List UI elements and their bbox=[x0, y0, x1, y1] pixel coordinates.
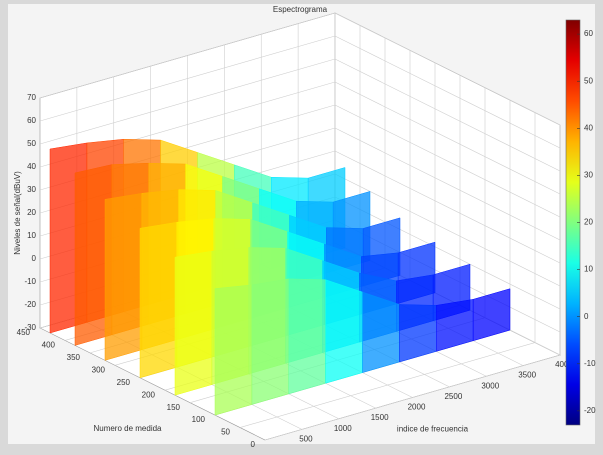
x-axis-label: indice de frecuencia bbox=[397, 425, 469, 434]
y-tick-label: 200 bbox=[142, 390, 156, 399]
surface-patch bbox=[174, 250, 213, 396]
grid-line bbox=[334, 35, 561, 149]
y-tick-label: 150 bbox=[167, 403, 181, 412]
colorbar-tick-label: 40 bbox=[584, 123, 593, 132]
z-tick-label: 20 bbox=[27, 208, 36, 217]
x-tick-label: 1500 bbox=[371, 413, 389, 422]
z-tick-label: -30 bbox=[24, 323, 36, 332]
y-tick-label: 350 bbox=[67, 353, 81, 362]
z-tick-label: 10 bbox=[27, 231, 36, 240]
colorbar-tick-label: 60 bbox=[584, 29, 593, 38]
y-axis-label: Numero de medida bbox=[93, 424, 162, 433]
grid-line bbox=[334, 196, 561, 310]
z-tick-label: -20 bbox=[24, 300, 36, 309]
colorbar-tick-label: -10 bbox=[584, 359, 596, 368]
grid-line bbox=[334, 173, 561, 287]
colorbar-tick-label: 0 bbox=[584, 312, 589, 321]
colorbar-tick-label: 50 bbox=[584, 76, 593, 85]
grid-line bbox=[334, 150, 561, 264]
y-tick-label: 50 bbox=[221, 428, 230, 437]
grid-line bbox=[334, 12, 561, 126]
z-tick-label: 50 bbox=[27, 139, 36, 148]
y-tick-label: 450 bbox=[17, 328, 31, 337]
surface-patch bbox=[251, 278, 289, 405]
surface-patch bbox=[214, 284, 253, 416]
colorbar-tick-label: 10 bbox=[584, 265, 593, 274]
x-tick-label: 1000 bbox=[334, 424, 352, 433]
z-axis-label: Niveles de señal(dBuV) bbox=[13, 171, 22, 255]
z-tick-label: 60 bbox=[27, 116, 36, 125]
z-tick-label: 30 bbox=[27, 185, 36, 194]
z-tick-label: 0 bbox=[32, 254, 37, 263]
x-tick-label: 2500 bbox=[444, 392, 462, 401]
x-tick-label: 500 bbox=[299, 434, 313, 443]
z-tick-label: 40 bbox=[27, 162, 36, 171]
z-tick-label: 70 bbox=[27, 93, 36, 102]
colorbar-tick-label: 20 bbox=[584, 218, 593, 227]
grid-line bbox=[334, 127, 561, 241]
colorbar-tick-label: 30 bbox=[584, 171, 593, 180]
x-tick-label: 4000 bbox=[555, 360, 573, 369]
chart-title: Espectrograma bbox=[273, 5, 328, 14]
z-tick-label: -10 bbox=[24, 277, 36, 286]
surface-patch bbox=[472, 288, 511, 342]
grid-line bbox=[334, 104, 561, 218]
surface-patch bbox=[139, 221, 178, 379]
y-tick-label: 100 bbox=[192, 415, 206, 424]
colorbar-tick-label: -20 bbox=[584, 406, 596, 415]
grid-line bbox=[334, 58, 561, 172]
x-tick-label: 3500 bbox=[518, 371, 536, 380]
grid-line bbox=[334, 81, 561, 195]
surface-patch bbox=[362, 291, 400, 373]
grid-line bbox=[264, 354, 561, 441]
surface-patch bbox=[325, 279, 363, 384]
x-tick-label: 3000 bbox=[481, 381, 499, 390]
y-tick-label: 400 bbox=[42, 341, 56, 350]
grid-line bbox=[239, 342, 536, 428]
surface-patch bbox=[104, 193, 143, 361]
y-tick-label: 0 bbox=[251, 440, 256, 449]
y-tick-label: 300 bbox=[92, 365, 106, 374]
x-tick-label: 2000 bbox=[408, 403, 426, 412]
surface-patch bbox=[288, 278, 326, 395]
y-tick-label: 250 bbox=[117, 378, 131, 387]
